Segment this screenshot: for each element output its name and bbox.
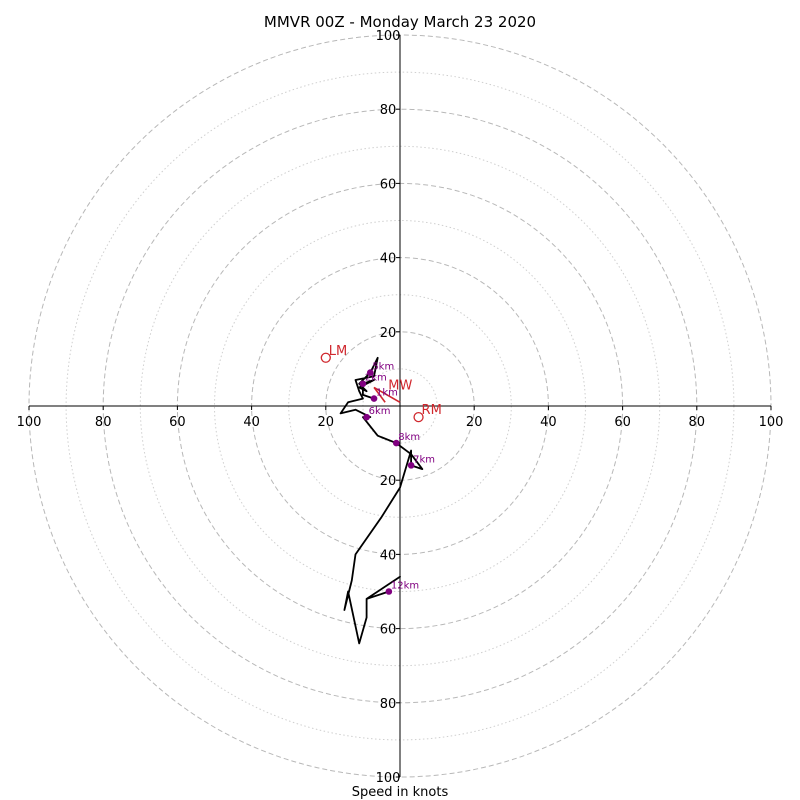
x-tick-label: 40 <box>243 415 260 430</box>
height-label-7km: 7km <box>413 454 435 465</box>
chart-title: MMVR 00Z - Monday March 23 2020 <box>264 13 536 31</box>
motion-vector <box>373 386 386 403</box>
storm-motion-markers: LM RM MW <box>320 344 442 423</box>
height-label-12km: 12km <box>391 581 419 592</box>
height-label-5km: 5km <box>372 362 394 373</box>
x-tick-label: 100 <box>17 415 42 430</box>
x-tick-label: 60 <box>169 415 186 430</box>
hodograph-series <box>339 356 424 645</box>
y-tick-label: 20 <box>380 326 397 341</box>
y-tick-label: 60 <box>380 623 397 638</box>
height-point-1km <box>370 395 378 402</box>
chart-axes <box>29 35 771 777</box>
height-label-6km: 6km <box>369 406 391 417</box>
y-tick-label: 40 <box>380 252 397 267</box>
height-label-8km: 8km <box>398 432 420 443</box>
x-tick-label: 40 <box>540 415 557 430</box>
height-point-2km <box>359 380 367 388</box>
tick-labels: 100 80 60 40 20 20 40 60 80 100 100 80 60 40 20 20 40 60 8… <box>17 29 784 786</box>
x-tick-label: 80 <box>95 415 112 430</box>
storm-motion-label-RM: RM <box>422 403 442 418</box>
storm-motion-label-LM: LM <box>329 344 347 359</box>
height-point-7km <box>407 462 415 469</box>
x-tick-label: 80 <box>689 415 706 430</box>
height-point-12km <box>385 588 393 595</box>
height-point-6km <box>363 413 370 421</box>
storm-motion-LM <box>320 352 331 363</box>
y-tick-label: 100 <box>376 771 401 786</box>
y-tick-label: 60 <box>380 177 397 192</box>
motion-vector <box>373 386 401 403</box>
x-tick-label: 100 <box>759 415 784 430</box>
y-tick-label: 20 <box>380 474 397 489</box>
x-tick-label: 20 <box>318 415 335 430</box>
x-tick-label: 20 <box>466 415 483 430</box>
height-label-2km: 2km <box>365 373 387 384</box>
storm-motion-RM <box>413 411 424 423</box>
y-tick-label: 40 <box>380 548 397 563</box>
x-axis-label: Speed in knots <box>352 785 449 800</box>
y-tick-label: 80 <box>380 103 397 118</box>
hodograph-line <box>339 356 424 645</box>
y-tick-label: 80 <box>380 697 397 712</box>
height-point-8km <box>392 439 400 447</box>
x-tick-label: 60 <box>614 415 631 430</box>
y-tick-label: 100 <box>376 29 401 44</box>
height-label-1km: 1km <box>376 388 398 399</box>
height-point-5km <box>367 369 374 376</box>
mean-wind-label: MW <box>388 378 412 393</box>
